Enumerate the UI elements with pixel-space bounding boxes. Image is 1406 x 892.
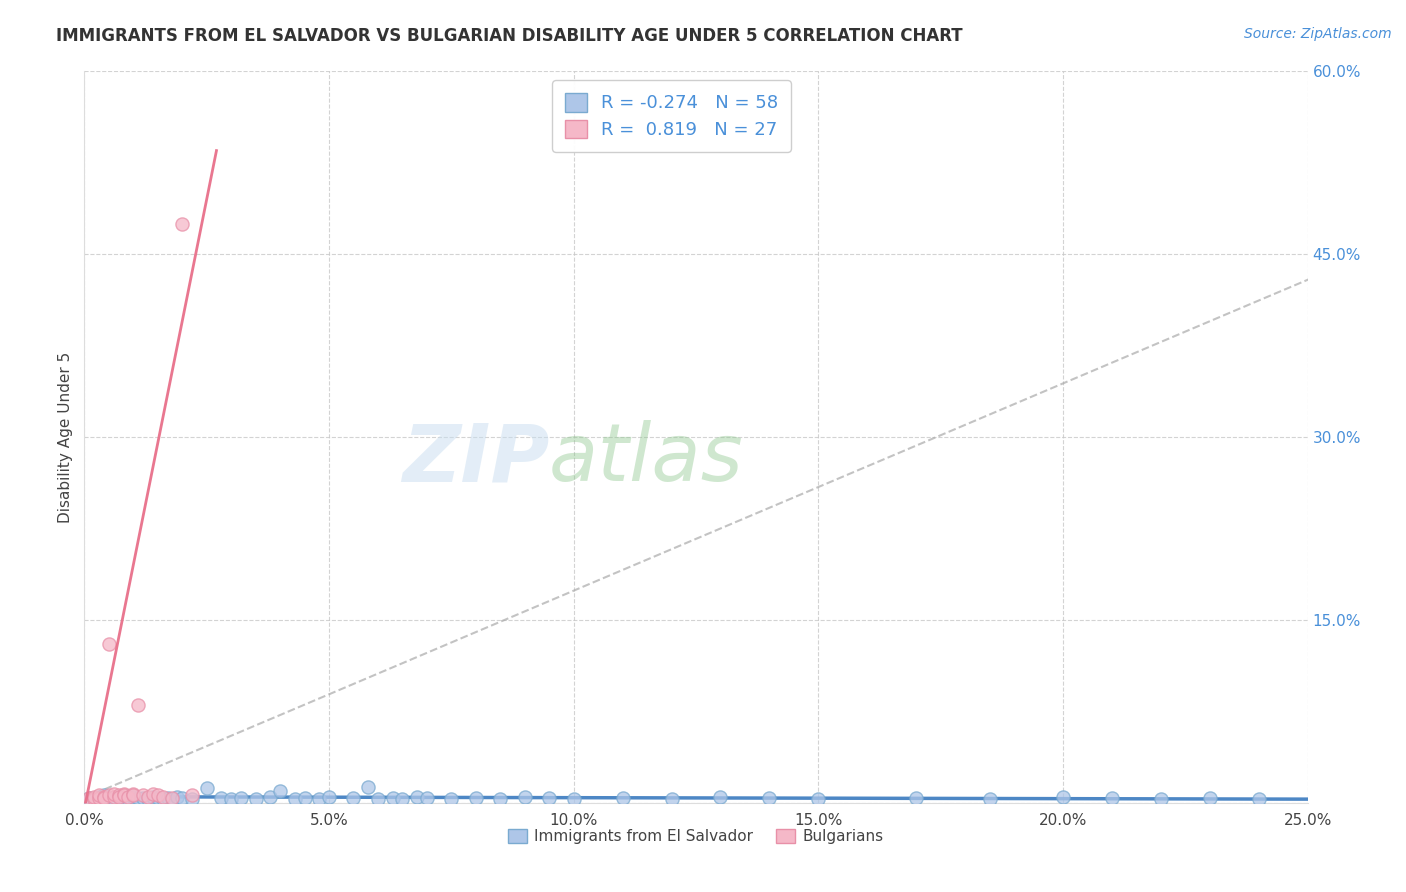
Point (77, 791, 100, 805)
Text: atlas: atlas (550, 420, 744, 498)
Point (132, 791, 155, 805)
Point (259, 789, 281, 804)
Point (83, 789, 105, 804)
Point (162, 791, 184, 805)
Point (117, 789, 139, 804)
Point (229, 791, 252, 805)
Point (77, 791, 100, 805)
Point (284, 792, 307, 806)
Point (93, 789, 115, 803)
Point (209, 791, 232, 805)
Point (391, 792, 413, 806)
Point (416, 791, 439, 805)
Point (464, 791, 486, 805)
Point (612, 791, 634, 805)
Point (440, 792, 463, 806)
Text: IMMIGRANTS FROM EL SALVADOR VS BULGARIAN DISABILITY AGE UNDER 5 CORRELATION CHAR: IMMIGRANTS FROM EL SALVADOR VS BULGARIAN… (56, 27, 963, 45)
Point (127, 791, 149, 805)
Point (181, 789, 204, 803)
Point (979, 792, 1001, 806)
Point (219, 792, 242, 806)
Point (107, 789, 129, 803)
Point (83, 792, 105, 806)
Point (1247, 792, 1270, 806)
Point (166, 789, 188, 804)
Point (87, 791, 110, 805)
Point (122, 787, 145, 801)
Point (112, 789, 135, 803)
Point (97, 637, 120, 651)
Point (146, 789, 169, 803)
Y-axis label: Disability Age Under 5: Disability Age Under 5 (58, 351, 73, 523)
Point (245, 792, 267, 806)
Point (156, 791, 179, 805)
Point (132, 789, 155, 803)
Point (172, 791, 194, 805)
Point (357, 780, 380, 794)
Point (87, 789, 110, 803)
Point (294, 791, 316, 805)
Point (97, 789, 120, 803)
Point (308, 792, 330, 806)
Point (661, 792, 683, 806)
Point (562, 792, 585, 806)
Point (195, 781, 218, 796)
Point (152, 789, 174, 804)
Point (83, 792, 105, 806)
Point (172, 217, 194, 231)
Point (122, 789, 145, 803)
Point (318, 789, 340, 804)
Point (93, 791, 115, 805)
Point (513, 789, 536, 804)
Point (127, 698, 149, 713)
Point (342, 791, 364, 805)
Point (136, 792, 159, 806)
Point (367, 792, 389, 806)
Point (181, 792, 204, 806)
Text: Source: ZipAtlas.com: Source: ZipAtlas.com (1244, 27, 1392, 41)
Point (87, 791, 110, 805)
Point (112, 791, 135, 805)
Point (142, 789, 165, 804)
Point (381, 791, 404, 805)
Point (152, 792, 174, 806)
Point (406, 789, 429, 804)
Legend: Immigrants from El Salvador, Bulgarians: Immigrants from El Salvador, Bulgarians (502, 822, 890, 850)
Point (103, 792, 125, 806)
Point (136, 789, 159, 804)
Point (1101, 791, 1123, 805)
Point (905, 791, 928, 805)
Point (162, 792, 184, 806)
Point (112, 787, 135, 801)
Point (538, 791, 561, 805)
Point (103, 787, 125, 801)
Point (709, 789, 731, 804)
Point (107, 789, 129, 804)
Point (97, 791, 120, 805)
Point (87, 789, 110, 804)
Point (1150, 792, 1173, 806)
Point (93, 789, 115, 804)
Point (117, 792, 139, 806)
Point (269, 783, 291, 797)
Text: ZIP: ZIP (402, 420, 550, 498)
Point (146, 791, 169, 805)
Point (107, 789, 129, 804)
Point (142, 787, 165, 801)
Point (489, 792, 512, 806)
Point (1052, 789, 1074, 804)
Point (122, 789, 145, 804)
Point (103, 789, 125, 804)
Point (1198, 791, 1220, 805)
Point (807, 792, 830, 806)
Point (758, 791, 780, 805)
